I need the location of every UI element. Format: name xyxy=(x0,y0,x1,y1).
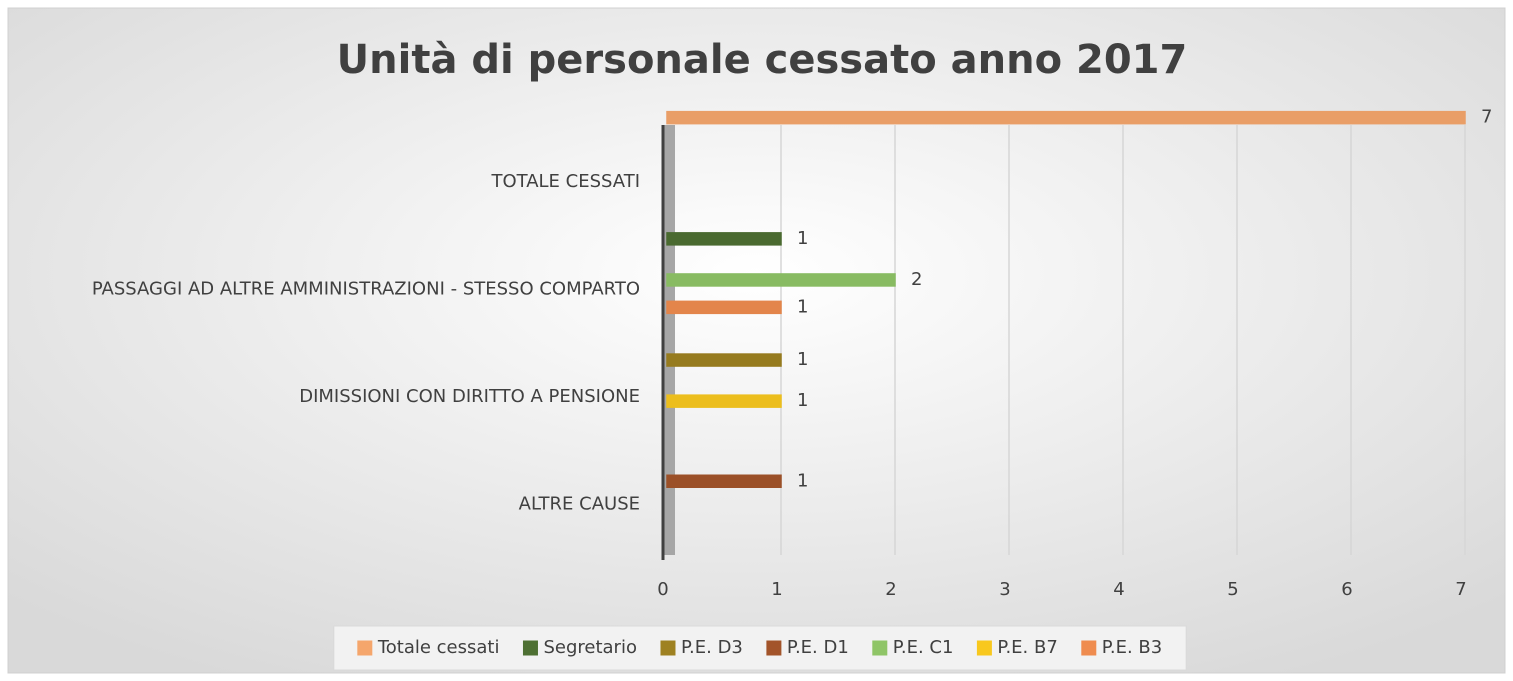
bar xyxy=(666,474,782,488)
x-tick-label: 6 xyxy=(1341,579,1352,600)
y-tick-label: DIMISSIONI CON DIRITTO A PENSIONE xyxy=(299,386,640,407)
legend-label: Totale cessati xyxy=(377,637,500,658)
x-tick-label: 5 xyxy=(1227,579,1238,600)
legend-label: P.E. B3 xyxy=(1102,637,1162,658)
x-tick-label: 1 xyxy=(771,579,782,600)
legend-box xyxy=(333,625,1187,671)
x-tick-label: 3 xyxy=(999,579,1010,600)
data-label: 1 xyxy=(797,470,808,491)
legend-label: P.E. C1 xyxy=(893,637,954,658)
legend-swatch xyxy=(976,640,992,656)
x-tick-label: 7 xyxy=(1455,579,1466,600)
data-label: 1 xyxy=(797,296,808,317)
bar xyxy=(666,394,782,408)
legend-label: P.E. D1 xyxy=(787,637,849,658)
legend-label: P.E. B7 xyxy=(997,637,1057,658)
axis-wall xyxy=(663,125,675,555)
bar xyxy=(666,110,1466,125)
bar xyxy=(666,273,896,287)
data-label: 7 xyxy=(1481,107,1492,128)
data-label: 1 xyxy=(797,349,808,370)
bar xyxy=(666,232,782,246)
legend-swatch xyxy=(660,640,676,656)
legend-swatch xyxy=(766,640,782,656)
y-tick-label: PASSAGGI AD ALTRE AMMINISTRAZIONI - STES… xyxy=(92,278,640,299)
bar xyxy=(666,353,782,367)
x-tick-label: 2 xyxy=(885,579,896,600)
legend-swatch xyxy=(357,640,373,656)
y-tick-label: ALTRE CAUSE xyxy=(519,493,640,514)
legend-swatch xyxy=(872,640,888,656)
data-label: 1 xyxy=(797,228,808,249)
bar xyxy=(666,300,782,315)
y-tick-label: TOTALE CESSATI xyxy=(490,171,640,192)
legend-label: P.E. D3 xyxy=(681,637,743,658)
x-tick-label: 0 xyxy=(657,579,668,600)
chart-title: Unità di personale cessato anno 2017 xyxy=(337,37,1188,83)
data-label: 1 xyxy=(797,390,808,411)
data-label: 2 xyxy=(911,269,922,290)
x-tick-label: 4 xyxy=(1113,579,1124,600)
chart-area xyxy=(7,7,1506,674)
legend-label: Segretario xyxy=(543,637,637,658)
legend-swatch xyxy=(1081,640,1097,656)
legend-swatch xyxy=(522,640,538,656)
